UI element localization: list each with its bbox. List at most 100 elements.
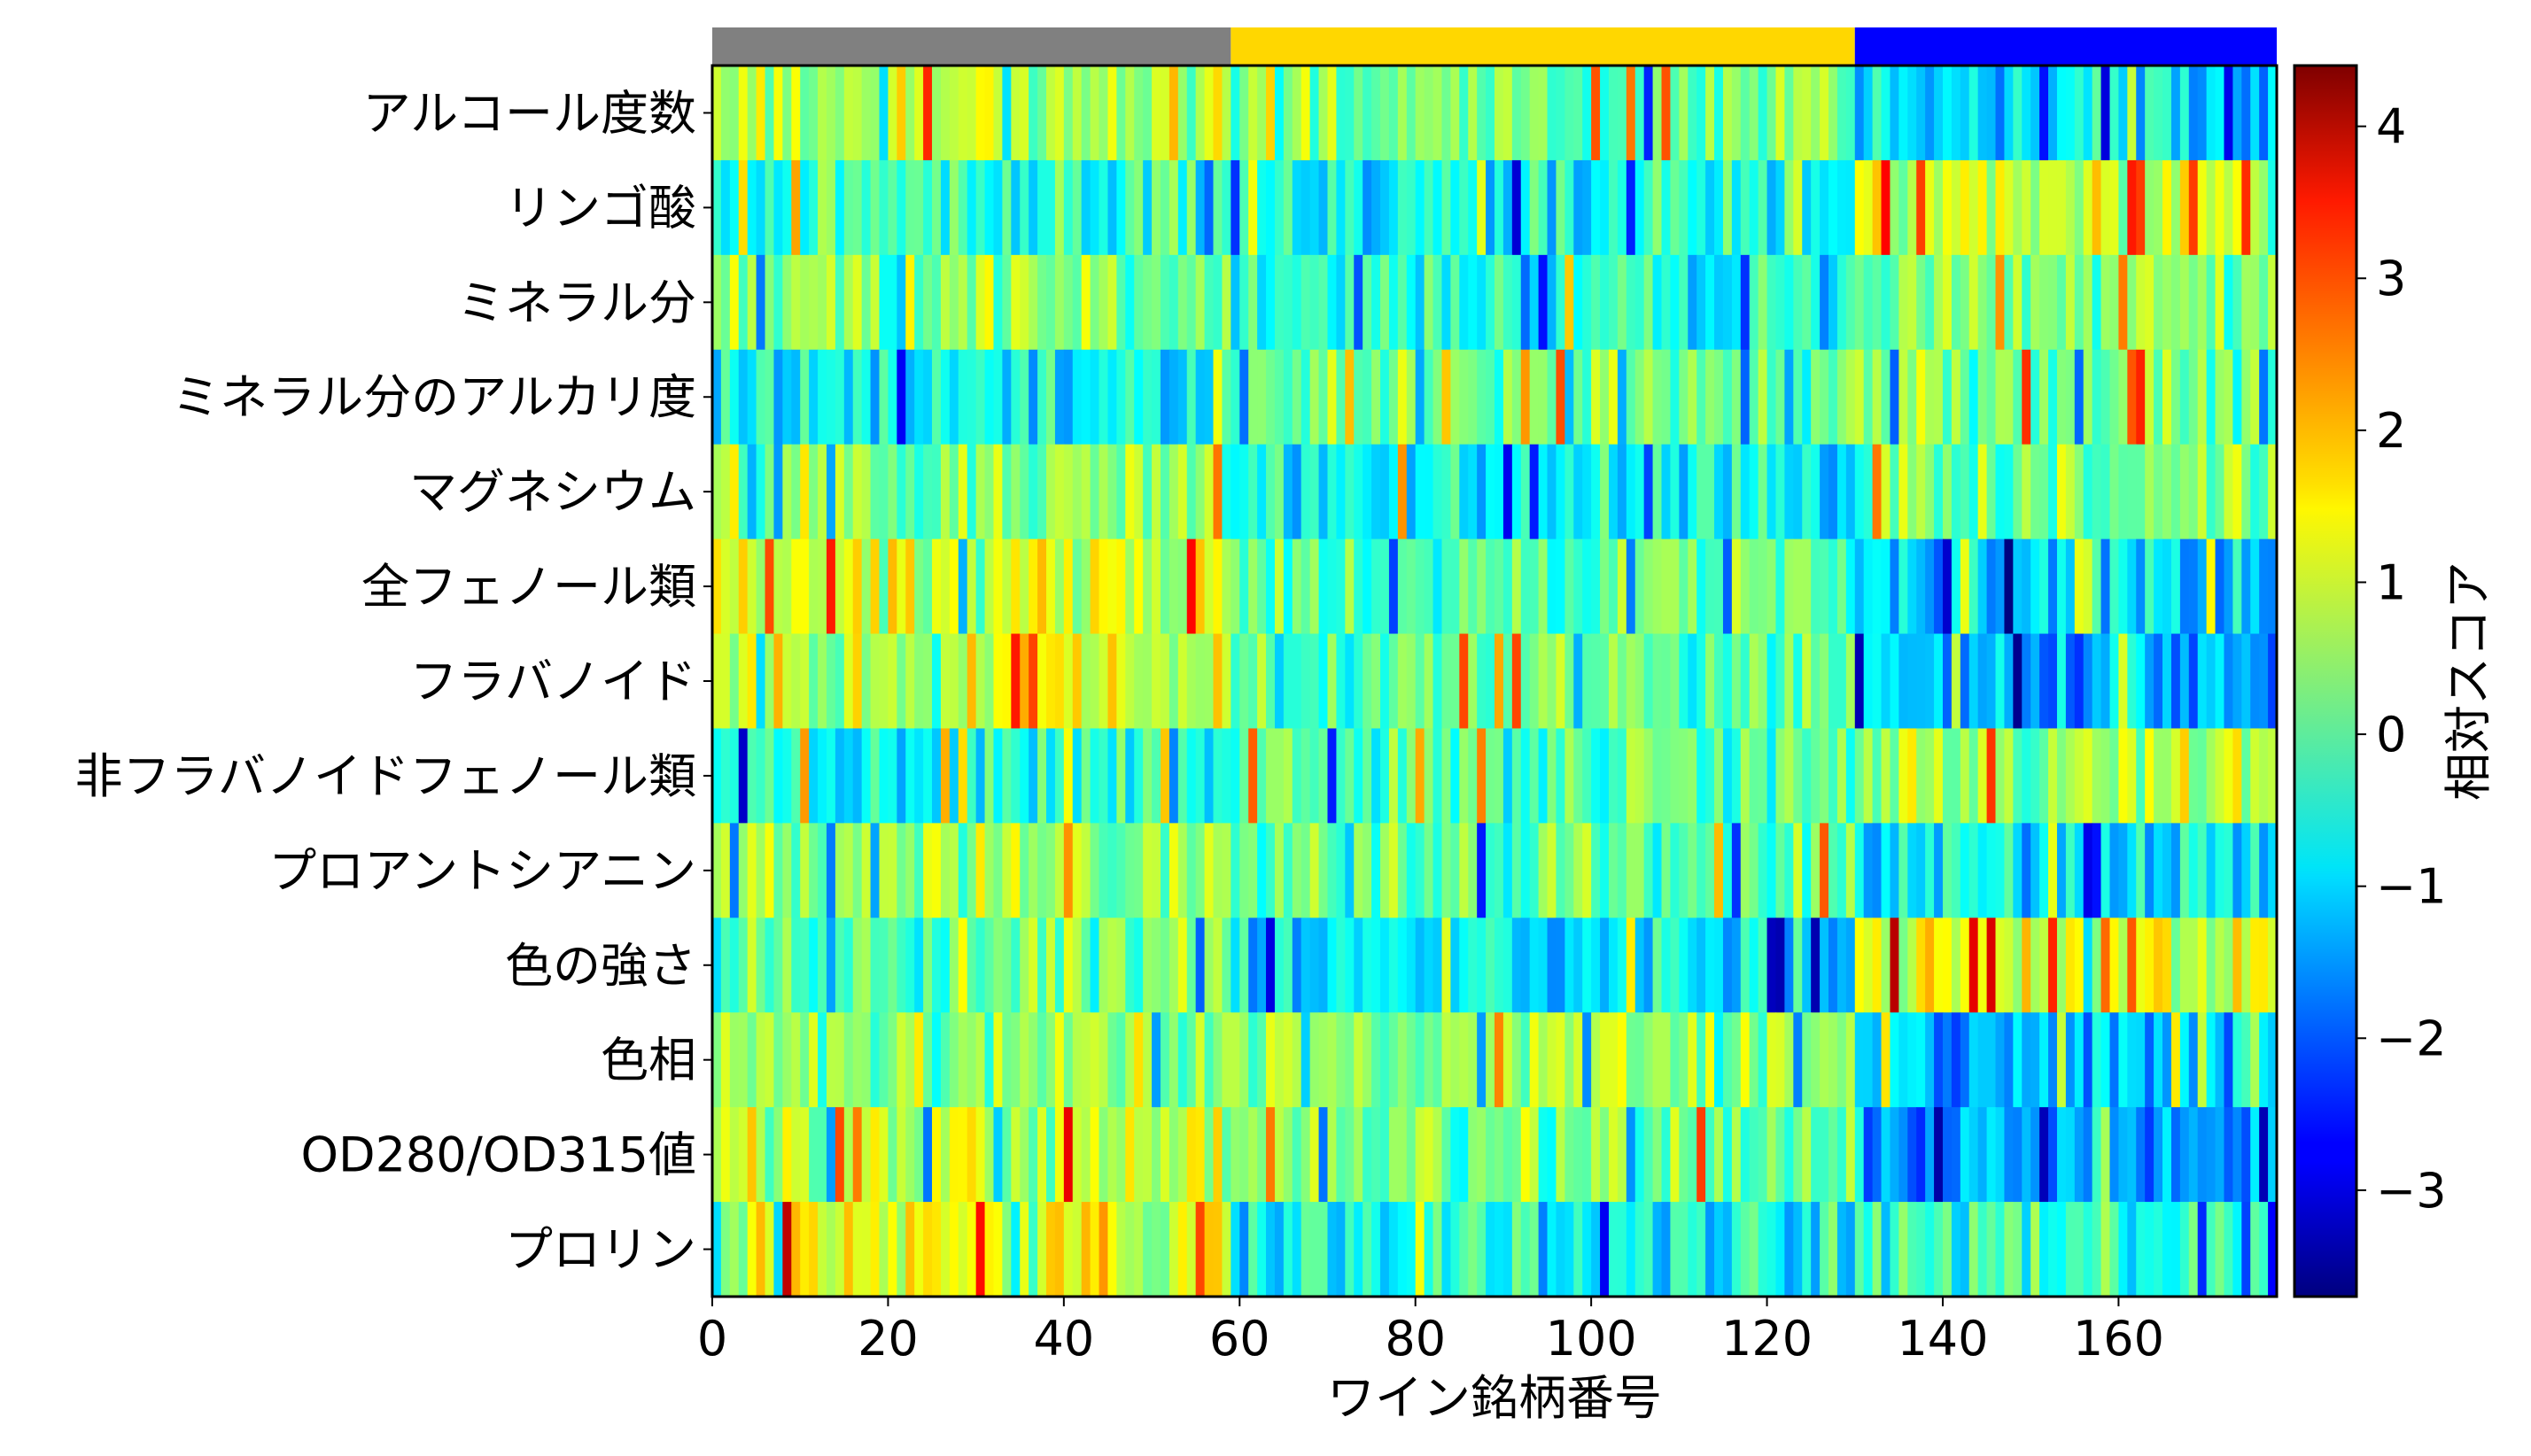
heatmap-cell [1960, 728, 1970, 824]
heatmap-cell [1345, 159, 1355, 256]
heatmap-cell [1274, 1202, 1285, 1297]
heatmap-cell [1934, 1202, 1944, 1297]
heatmap-cell [2154, 159, 2163, 256]
heatmap-cell [1688, 444, 1697, 540]
heatmap-cell [1283, 728, 1293, 824]
heatmap-cell [993, 159, 1003, 256]
heatmap-cell [1011, 1202, 1021, 1297]
heatmap-cell [984, 918, 995, 1013]
heatmap-cell [905, 823, 915, 918]
heatmap-cell [1688, 254, 1697, 351]
heatmap-cell [1836, 823, 1847, 918]
heatmap-cell [879, 66, 889, 161]
heatmap-cell [782, 254, 792, 351]
heatmap-cell [1116, 1107, 1126, 1203]
heatmap-cell [2259, 444, 2269, 540]
heatmap-cell [1793, 66, 1803, 161]
heatmap-cell [1529, 254, 1540, 351]
heatmap-cell [1547, 633, 1557, 730]
heatmap-cell [1731, 1107, 1742, 1203]
heatmap-cell [729, 254, 740, 351]
heatmap-cell [1432, 444, 1443, 540]
heatmap-cell [1749, 159, 1759, 256]
heatmap-cell [1477, 1012, 1487, 1108]
heatmap-cell [1556, 1012, 1565, 1108]
heatmap-cell [1160, 1012, 1170, 1108]
heatmap-cell [1486, 538, 1495, 635]
heatmap-cell [1608, 254, 1619, 351]
heatmap-cell [1143, 918, 1153, 1013]
heatmap-cell [818, 823, 827, 918]
heatmap-cell [1424, 538, 1434, 635]
heatmap-cell [1907, 1107, 1917, 1203]
heatmap-cell [1363, 633, 1372, 730]
heatmap-cell [765, 66, 775, 161]
heatmap-cell [1134, 1107, 1144, 1203]
heatmap-cell [1125, 444, 1135, 540]
heatmap-cell [1090, 823, 1100, 918]
heatmap-cell [1960, 823, 1970, 918]
heatmap-cell [1845, 349, 1856, 445]
heatmap-cell [1090, 918, 1100, 1013]
heatmap-cell [2259, 349, 2269, 445]
heatmap-cell [888, 1202, 897, 1297]
heatmap-cell [897, 538, 906, 635]
heatmap-cell [888, 918, 897, 1013]
heatmap-cell [738, 1202, 749, 1297]
heatmap-cell [2030, 538, 2040, 635]
heatmap-cell [2030, 728, 2040, 824]
heatmap-cell [2056, 254, 2067, 351]
heatmap-cell [2004, 633, 2014, 730]
heatmap-cell [1063, 66, 1074, 161]
heatmap-cell [2039, 633, 2049, 730]
heatmap-cell [2004, 823, 2014, 918]
heatmap-cell [2100, 1107, 2111, 1203]
heatmap-cell [1266, 1202, 1276, 1297]
heatmap-cell [870, 633, 881, 730]
heatmap-cell [1441, 254, 1451, 351]
heatmap-cell [1758, 823, 1768, 918]
heatmap-cell [2179, 1202, 2190, 1297]
heatmap-cell [1424, 1107, 1434, 1203]
heatmap-cell [1740, 66, 1751, 161]
heatmap-cell [1134, 1202, 1144, 1297]
heatmap-cell [1125, 918, 1135, 1013]
heatmap-cell [1300, 1107, 1311, 1203]
heatmap-cell [905, 1202, 915, 1297]
heatmap-cell [2224, 1012, 2233, 1108]
heatmap-cell [2241, 254, 2251, 351]
heatmap-cell [1731, 254, 1742, 351]
heatmap-cell [1722, 918, 1733, 1013]
heatmap-cell [2118, 254, 2128, 351]
heatmap-cell [2127, 1012, 2137, 1108]
heatmap-cell [1766, 1202, 1777, 1297]
heatmap-cell [1793, 728, 1803, 824]
heatmap-cell [1820, 633, 1829, 730]
heatmap-cell [1705, 1202, 1715, 1297]
heatmap-cell [914, 633, 924, 730]
heatmap-cell [2162, 1012, 2172, 1108]
row-label: フラバノイド [410, 654, 696, 709]
heatmap-cell [1046, 728, 1056, 824]
heatmap-cell [914, 538, 924, 635]
heatmap-cell [1600, 349, 1610, 445]
heatmap-cell [1828, 159, 1838, 256]
heatmap-cell [1714, 918, 1724, 1013]
heatmap-cell [1099, 159, 1109, 256]
heatmap-cell [1186, 1202, 1197, 1297]
heatmap-cell [1468, 823, 1478, 918]
heatmap-cell [879, 728, 889, 824]
heatmap-cell [2232, 66, 2242, 161]
heatmap-cell [1318, 633, 1329, 730]
heatmap-cell [747, 66, 757, 161]
heatmap-cell [1731, 918, 1742, 1013]
heatmap-cell [729, 633, 740, 730]
heatmap-cell [1222, 538, 1231, 635]
heatmap-cell [800, 538, 810, 635]
heatmap-cell [1450, 159, 1460, 256]
heatmap-cell [958, 66, 968, 161]
heatmap-cell [1037, 918, 1047, 1013]
heatmap-cell [720, 1012, 731, 1108]
heatmap-cell [1564, 159, 1574, 256]
heatmap-cell [2056, 66, 2067, 161]
